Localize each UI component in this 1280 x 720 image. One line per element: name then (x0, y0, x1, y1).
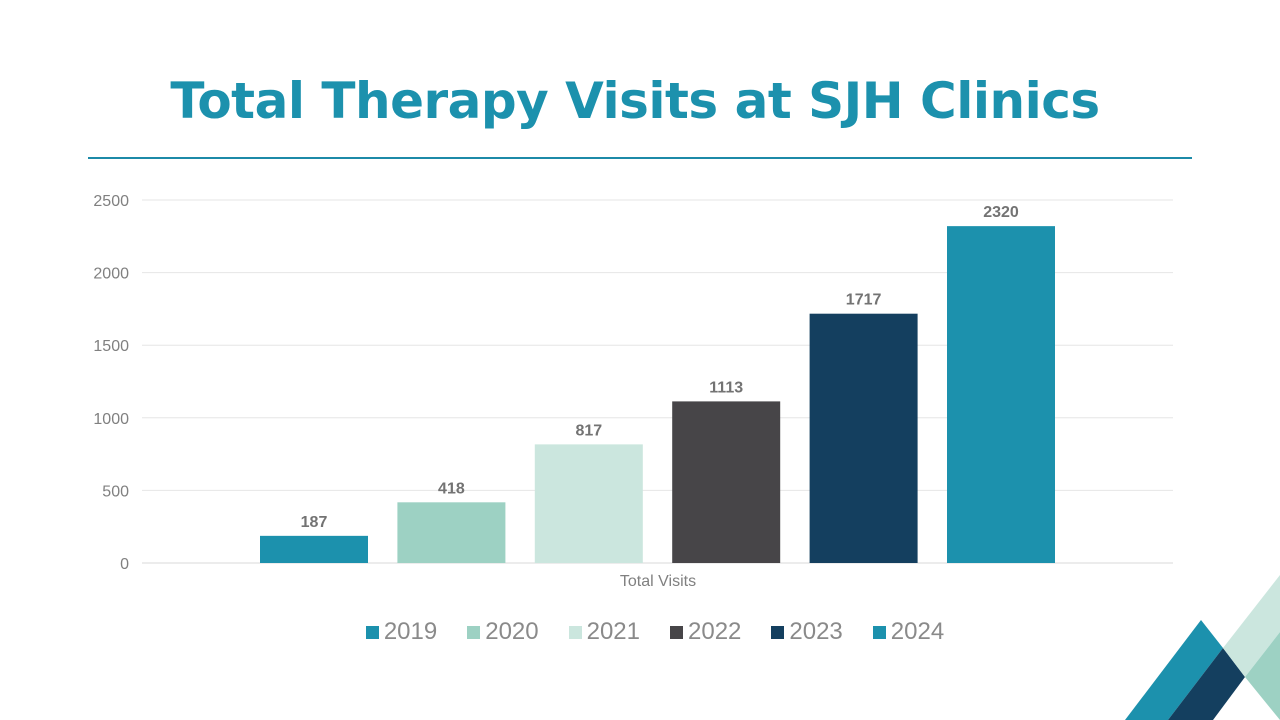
legend-item-2024: 2024 (872, 618, 945, 646)
legend-label: 2022 (688, 618, 742, 645)
slide-title: Total Therapy Visits at SJH Clinics (170, 72, 1100, 130)
legend-swatch (670, 625, 683, 639)
y-tick-label: 1000 (93, 411, 129, 428)
legend-swatch (771, 625, 785, 639)
bar-2019 (260, 535, 368, 563)
x-category-label: Total Visits (620, 573, 696, 590)
legend-label: 2019 (383, 618, 438, 645)
bar-2022 (672, 401, 781, 563)
bar-2023 (809, 313, 918, 563)
data-label-2021: 817 (575, 422, 602, 439)
y-tick-label: 2000 (93, 266, 129, 283)
legend-item-2022: 2022 (670, 618, 741, 646)
corner-decoration (1125, 575, 1280, 720)
legend-label: 2020 (485, 618, 539, 645)
data-label-2023: 1717 (846, 292, 882, 309)
y-tick-label: 500 (102, 483, 129, 500)
legend-item-2020: 2020 (467, 618, 539, 646)
decor-shape-teal (1125, 620, 1223, 720)
bar-2021 (534, 444, 643, 563)
data-label-2024: 2320 (983, 204, 1019, 221)
legend-label: 2024 (890, 618, 945, 645)
legend-swatch (467, 625, 481, 639)
legend-item-2019: 2019 (365, 618, 438, 646)
bar-2020 (397, 502, 506, 563)
chart-legend: 2019 2020 2021 2022 2023 2024 (0, 618, 1280, 646)
title-divider (88, 157, 1192, 159)
data-label-2019: 187 (301, 514, 328, 531)
legend-item-2021: 2021 (568, 618, 640, 646)
decor-shape-mint (1245, 632, 1280, 720)
legend-label: 2021 (586, 618, 640, 645)
legend-label: 2023 (789, 618, 843, 645)
legend-swatch (872, 625, 886, 639)
y-tick-label: 1500 (93, 338, 129, 355)
data-label-2022: 1113 (709, 379, 743, 396)
bar-2024 (947, 226, 1055, 564)
decor-shape-navy (1168, 648, 1245, 720)
y-tick-label: 2500 (93, 193, 129, 210)
data-label-2020: 418 (438, 480, 465, 497)
legend-swatch (568, 625, 582, 639)
legend-item-2023: 2023 (771, 618, 843, 646)
y-tick-label: 0 (120, 556, 129, 573)
legend-swatch (365, 625, 379, 639)
decor-shape-light-mint (1223, 575, 1280, 677)
